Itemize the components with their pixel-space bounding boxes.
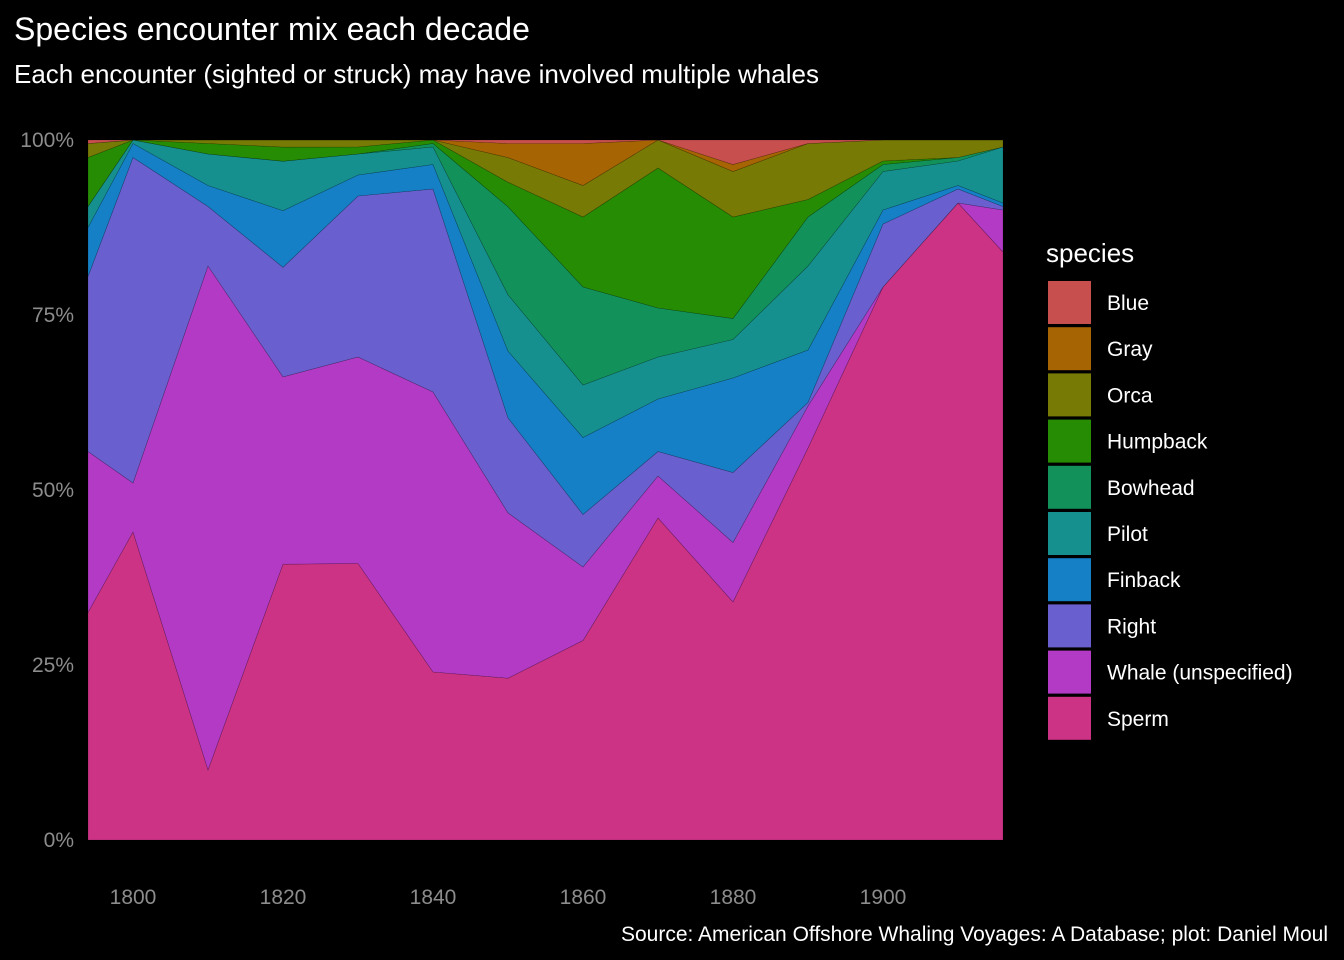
y-tick-label: 0% — [44, 829, 74, 852]
legend-label: Pilot — [1107, 523, 1148, 546]
legend-label: Gray — [1107, 338, 1153, 361]
legend-swatch — [1048, 604, 1091, 648]
legend-swatch — [1048, 696, 1091, 740]
legend-label: Finback — [1107, 569, 1181, 592]
area-orca — [87, 139, 1004, 218]
y-tick-label: 100% — [20, 129, 74, 152]
y-tick-label: 25% — [32, 654, 74, 677]
legend-swatch — [1048, 373, 1091, 417]
legend-label: Bowhead — [1107, 477, 1195, 500]
chart-subtitle: Each encounter (sighted or struck) may h… — [14, 59, 819, 89]
x-tick-label: 1900 — [860, 886, 907, 909]
y-tick-label: 50% — [32, 479, 74, 502]
x-tick-label: 1820 — [260, 886, 307, 909]
legend-label: Blue — [1107, 292, 1149, 315]
x-tick-label: 1800 — [110, 886, 157, 909]
legend-swatch — [1048, 419, 1091, 463]
area-whale-unspecified — [87, 202, 1004, 771]
x-tick-label: 1880 — [710, 886, 757, 909]
chart-caption: Source: American Offshore Whaling Voyage… — [621, 923, 1328, 946]
legend-title: species — [1046, 238, 1134, 268]
legend: Blue Gray Orca Humpback Bowhead Pilot Finback R… — [1048, 281, 1293, 740]
legend-swatch — [1048, 512, 1091, 555]
x-axis: 1800 1820 1840 1860 1880 1900 — [110, 886, 907, 909]
x-tick-label: 1840 — [410, 886, 457, 909]
plot-area — [87, 139, 1004, 841]
legend-swatch — [1048, 327, 1091, 371]
y-axis: 0% 25% 50% 75% 100% — [20, 129, 74, 852]
legend-label: Orca — [1107, 384, 1153, 407]
area-blue — [87, 139, 1003, 165]
legend-swatch — [1048, 465, 1091, 509]
legend-swatch — [1048, 650, 1091, 694]
legend-label: Humpback — [1107, 431, 1208, 454]
area-gray — [87, 139, 1003, 186]
legend-label: Right — [1107, 615, 1156, 638]
legend-label: Whale (unspecified) — [1107, 662, 1293, 685]
chart-title: Species encounter mix each decade — [14, 11, 530, 47]
legend-swatch — [1048, 558, 1091, 602]
legend-label: Sperm — [1107, 708, 1169, 731]
legend-swatch — [1048, 281, 1091, 324]
y-tick-label: 75% — [32, 304, 74, 327]
x-tick-label: 1860 — [560, 886, 607, 909]
